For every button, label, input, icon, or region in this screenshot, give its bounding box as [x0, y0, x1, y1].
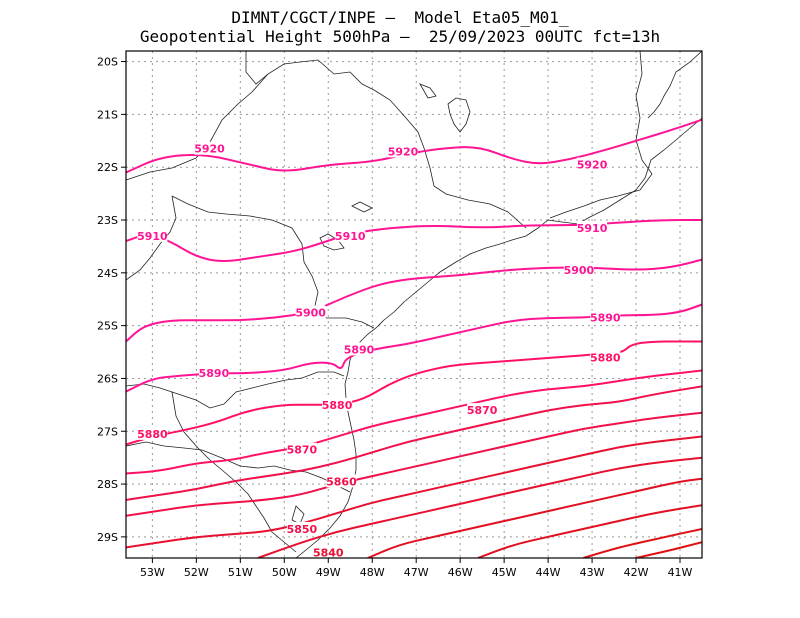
y-tick-label: 25S [97, 320, 118, 333]
contour-label: 5920 [577, 159, 608, 172]
x-tick-label: 44W [536, 566, 561, 579]
lagoon-north [447, 97, 471, 133]
contour-label-bg [577, 157, 608, 171]
contour-label: 5880 [137, 428, 168, 441]
contour-label-bg [286, 521, 317, 535]
contour-label: 5880 [322, 399, 353, 412]
lagoon-small [351, 201, 373, 213]
coast-inlet-south [291, 505, 305, 525]
contour-label: 5870 [467, 404, 498, 417]
contour-5860 [126, 385, 702, 501]
contour-label-bg [577, 220, 608, 234]
plot-frame [125, 50, 703, 559]
y-tick-label: 21S [97, 108, 118, 121]
y-tick-label: 20S [97, 56, 118, 69]
x-tick-label: 41W [668, 566, 693, 579]
contour-label: 5890 [344, 343, 375, 356]
contour-label-bg [335, 228, 366, 242]
country-border-west [171, 391, 297, 553]
contour-5850 [126, 411, 702, 517]
x-tick-label: 47W [404, 566, 429, 579]
coastline-and-borders [126, 51, 702, 558]
contour-label-bg [198, 366, 229, 380]
contour-label-bg [326, 474, 357, 488]
river-mouth [419, 83, 437, 99]
contour-labels: 5920 5920 5920 5910 5910 5910 5900 5900 5890 5890… [137, 141, 621, 560]
x-tick-label: 42W [624, 566, 649, 579]
contour-label: 5920 [388, 145, 419, 158]
map-title-line2: Geopotential Height 500hPa – 25/09/2023 … [139, 27, 661, 46]
state-border-sc-rs [126, 441, 351, 493]
height-contours [126, 118, 702, 558]
y-tick-label: 26S [97, 372, 118, 385]
contour-label-bg [322, 397, 353, 411]
map-title-line1: DIMNT/CGCT/INPE – Model Eta05_M01_ [231, 8, 569, 27]
contour-label: 5910 [137, 230, 168, 243]
contour-label-bg [313, 545, 344, 559]
contour-5790 [635, 541, 702, 558]
state-border-north [245, 51, 269, 85]
contour-5900 [126, 258, 702, 343]
contour-label-bg [590, 350, 621, 364]
bay [319, 233, 345, 251]
x-tick-label: 43W [580, 566, 605, 579]
contour-5830 [257, 456, 702, 558]
contour-5870 [126, 369, 702, 475]
contour-5820 [367, 477, 702, 558]
contour-label-bg [194, 141, 225, 155]
contour-label: 5870 [287, 444, 318, 457]
x-tick-label: 52W [184, 566, 209, 579]
x-tick-label: 46W [448, 566, 473, 579]
coastline [295, 117, 702, 558]
contour-5910 [126, 219, 702, 262]
contour-5920 [126, 118, 702, 174]
contour-label-bg [137, 426, 168, 440]
contour-label: 5890 [590, 312, 621, 325]
contour-5840 [126, 435, 702, 549]
x-tick-label: 45W [492, 566, 517, 579]
y-tick-label: 22S [97, 161, 118, 174]
contour-label-bg [590, 310, 621, 324]
state-border-parana-sp [171, 195, 375, 329]
y-tick-label: 27S [97, 425, 118, 438]
contour-label-bg [563, 263, 594, 277]
contour-label: 5910 [335, 230, 366, 243]
y-tick-label: 24S [97, 267, 118, 280]
contour-label: 5910 [577, 222, 608, 235]
state-border-minas-saopaulo [126, 59, 527, 229]
river-north [126, 195, 177, 281]
x-tick-label: 49W [316, 566, 341, 579]
contour-5880 [126, 340, 702, 446]
contour-label-bg [286, 442, 317, 456]
coastline-north [647, 51, 702, 119]
contour-label-bg [388, 144, 419, 158]
contour-label: 5900 [564, 264, 595, 277]
x-tick-label: 48W [360, 566, 385, 579]
contour-label-bg [344, 342, 375, 356]
x-tick-label: 53W [140, 566, 165, 579]
contour-label: 5900 [295, 306, 326, 319]
axis-ticks: 53W 52W 51W 50W 49W 48W 47W 46W 45W 44W 43W 42W 41W 2… [97, 56, 693, 579]
contour-label: 5880 [590, 351, 621, 364]
x-tick-label: 51W [228, 566, 253, 579]
contour-label-bg [295, 305, 326, 319]
state-border-parana-sc [126, 371, 345, 409]
contour-5800 [583, 528, 702, 558]
y-tick-label: 29S [97, 531, 118, 544]
contour-label-bg [137, 228, 168, 242]
state-border-east [549, 51, 653, 219]
contour-label: 5920 [194, 143, 225, 156]
contour-label: 5840 [313, 547, 344, 560]
contour-label: 5890 [199, 367, 230, 380]
x-tick-label: 50W [272, 566, 297, 579]
contour-label: 5860 [326, 475, 357, 488]
contour-label-bg [467, 403, 498, 417]
y-tick-label: 23S [97, 214, 118, 227]
y-tick-label: 28S [97, 478, 118, 491]
contour-5810 [477, 504, 702, 558]
contour-label: 5850 [287, 523, 318, 536]
